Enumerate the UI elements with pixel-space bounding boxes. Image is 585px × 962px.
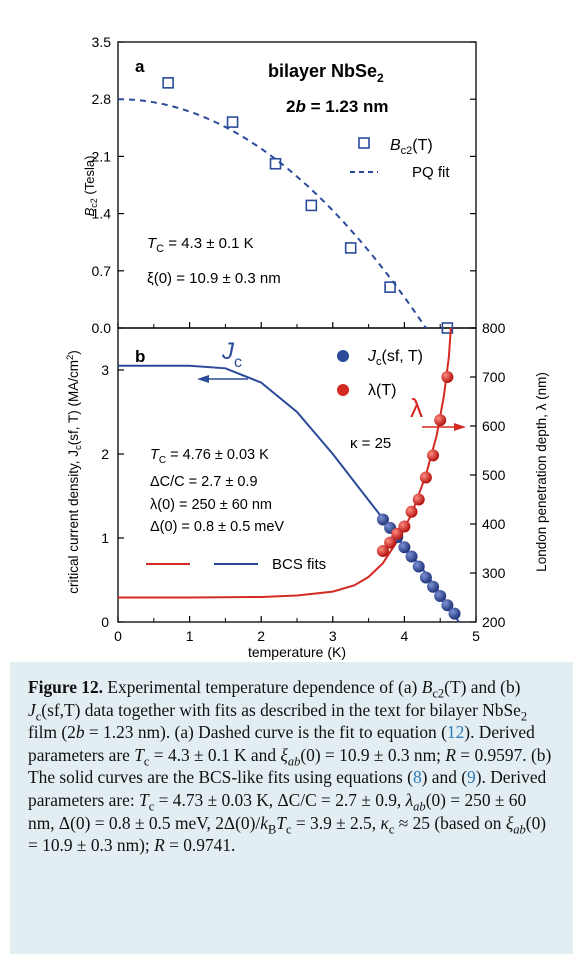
param-lambda0: λ(0) = 250 ± 60 nm	[150, 497, 272, 513]
jc-data-point	[398, 541, 411, 554]
bc2-data-point	[269, 157, 282, 170]
lambda-data-point	[376, 544, 389, 557]
jc-arrow-head	[197, 375, 209, 383]
panel-b-right-tick-label: 700	[482, 369, 506, 385]
bc2-data-point	[384, 281, 396, 293]
lambda-data-point	[405, 505, 418, 518]
panel-a-legend: Bc2(T) PQ fit	[350, 137, 450, 181]
panel-b-right-tick-label: 500	[482, 467, 506, 483]
lambda-data-point	[419, 471, 432, 484]
panel-b-x-tick-label: 3	[329, 628, 337, 644]
jc-curve-tag: Jc	[221, 338, 242, 371]
equation-ref-8[interactable]: 8	[412, 767, 422, 788]
panel-a-y-tick-label: 0.7	[92, 263, 112, 279]
legend-bc2-marker	[358, 137, 370, 149]
lambda-data-point	[391, 527, 404, 540]
panel-a-y-label: Bc2 (Tesla)	[82, 156, 99, 217]
panel-b-right-tick-label: 400	[482, 516, 506, 532]
panel-a-title-line1: bilayer NbSe2	[268, 61, 384, 85]
kappa-annotation: κ = 25	[350, 435, 391, 452]
caption-text: Figure 12. Experimental temperature depe…	[28, 677, 552, 856]
panel-b-left-tick-label: 1	[101, 530, 109, 546]
legend-pq-label: PQ fit	[412, 164, 450, 181]
jc-data-point	[434, 589, 447, 602]
fit-legend: BCS fits	[146, 556, 326, 573]
bc2-data-point	[162, 77, 174, 89]
panel-a-tc-annotation: TC = 4.3 ± 0.1 K	[147, 235, 254, 255]
jc-data-point	[405, 550, 418, 563]
panel-a-y-ticks: 0.0 0.7 1.4 2.1 2.8 3.5	[92, 34, 476, 336]
panel-b-right-tick-label: 600	[482, 418, 506, 434]
panel-b-x-label: temperature (K)	[248, 644, 346, 660]
legend-jc-marker	[337, 350, 349, 362]
panel-a-xi-annotation: ξ(0) = 10.9 ± 0.3 nm	[147, 270, 281, 287]
lambda-curve-tag: λ	[410, 393, 423, 423]
panel-b-x-tick-label: 4	[401, 628, 409, 644]
panel-b-right-tick-label: 800	[482, 320, 506, 336]
legend-lambda-label: λ(T)	[368, 382, 396, 399]
bc2-data-point	[344, 242, 357, 254]
panel-b-right-y-label: London penetration depth, λ (nm)	[534, 372, 549, 572]
jc-data-point	[448, 607, 461, 620]
lambda-data-point	[441, 371, 454, 383]
panel-b-x-tick-label: 0	[114, 628, 122, 644]
jc-data-point	[376, 513, 389, 526]
lambda-data-point	[412, 493, 425, 506]
param-delta0: Δ(0) = 0.8 ± 0.5 meV	[150, 519, 284, 535]
panel-a-y-tick-label: 2.8	[92, 91, 112, 107]
panel-a-y-tick-label: 2.1	[92, 148, 112, 164]
panel-b-left-y-label: critical current density, Jc(sf, T) (MA/…	[65, 350, 84, 594]
bc2-data-point	[305, 199, 318, 212]
panel-b-left-tick-label: 2	[101, 446, 109, 462]
panel-b-legend: Jc(sf, T) λ(T)	[337, 348, 423, 399]
panel-b-x-tick-label: 5	[472, 628, 480, 644]
equation-ref-9[interactable]: 9	[467, 767, 476, 788]
lambda-arrow-head	[454, 423, 466, 431]
fit-legend-label: BCS fits	[272, 556, 326, 573]
figure-12: 0.0 0.7 1.4 2.1 2.8 3.5 0 1 2 3 4 5 0 1 2 3 200 300 400 50…	[65, 34, 549, 660]
legend-bc2-label: Bc2(T)	[390, 137, 433, 157]
lambda-data-point	[384, 536, 397, 549]
panel-a-y-tick-label: 0.0	[92, 320, 112, 336]
lambda-bcs-fit-curve	[118, 327, 452, 599]
equation-ref-12[interactable]: 12	[446, 722, 465, 743]
jc-data-point	[427, 580, 440, 593]
param-dc-c: ΔC/C = 2.7 ± 0.9	[150, 474, 258, 490]
panel-b-left-tick-label: 0	[101, 614, 109, 630]
lambda-data-point	[434, 414, 447, 427]
panel-b-right-tick-label: 200	[482, 614, 506, 630]
legend-jc-label: Jc(sf, T)	[367, 348, 423, 368]
pq-fit-curve	[117, 98, 427, 329]
jc-bcs-fit-curve	[118, 364, 460, 623]
panel-a-y-tick-label: 3.5	[92, 34, 112, 50]
panel-b-x-tick-label: 1	[186, 628, 194, 644]
lambda-data-point	[427, 449, 440, 462]
panel-b-ticks: 0 1 2 3 4 5 0 1 2 3 200 300 400 500 600 700 800	[101, 320, 505, 644]
param-tc: TC = 4.76 ± 0.03 K	[150, 447, 269, 466]
panel-a-y-tick-label: 1.4	[92, 206, 112, 222]
legend-lambda-marker	[337, 384, 349, 396]
figure-caption: Figure 12. Experimental temperature depe…	[10, 662, 573, 954]
bc2-data-point	[441, 322, 454, 334]
panel-a-label: a	[135, 57, 145, 76]
jc-data-point	[419, 571, 432, 584]
jc-data-point	[412, 560, 425, 573]
panel-a-title-line2: 2b = 1.23 nm	[286, 97, 389, 116]
jc-data-point	[441, 599, 454, 612]
panel-b-left-tick-label: 3	[101, 362, 109, 378]
panel-b-right-tick-label: 300	[482, 565, 506, 581]
lambda-data-point	[398, 520, 411, 533]
panel-b-x-tick-label: 2	[257, 628, 265, 644]
bc2-data-point	[226, 116, 239, 128]
panel-b-label: b	[135, 347, 145, 366]
panel-b-parameters: TC = 4.76 ± 0.03 K ΔC/C = 2.7 ± 0.9 λ(0)…	[150, 447, 284, 535]
